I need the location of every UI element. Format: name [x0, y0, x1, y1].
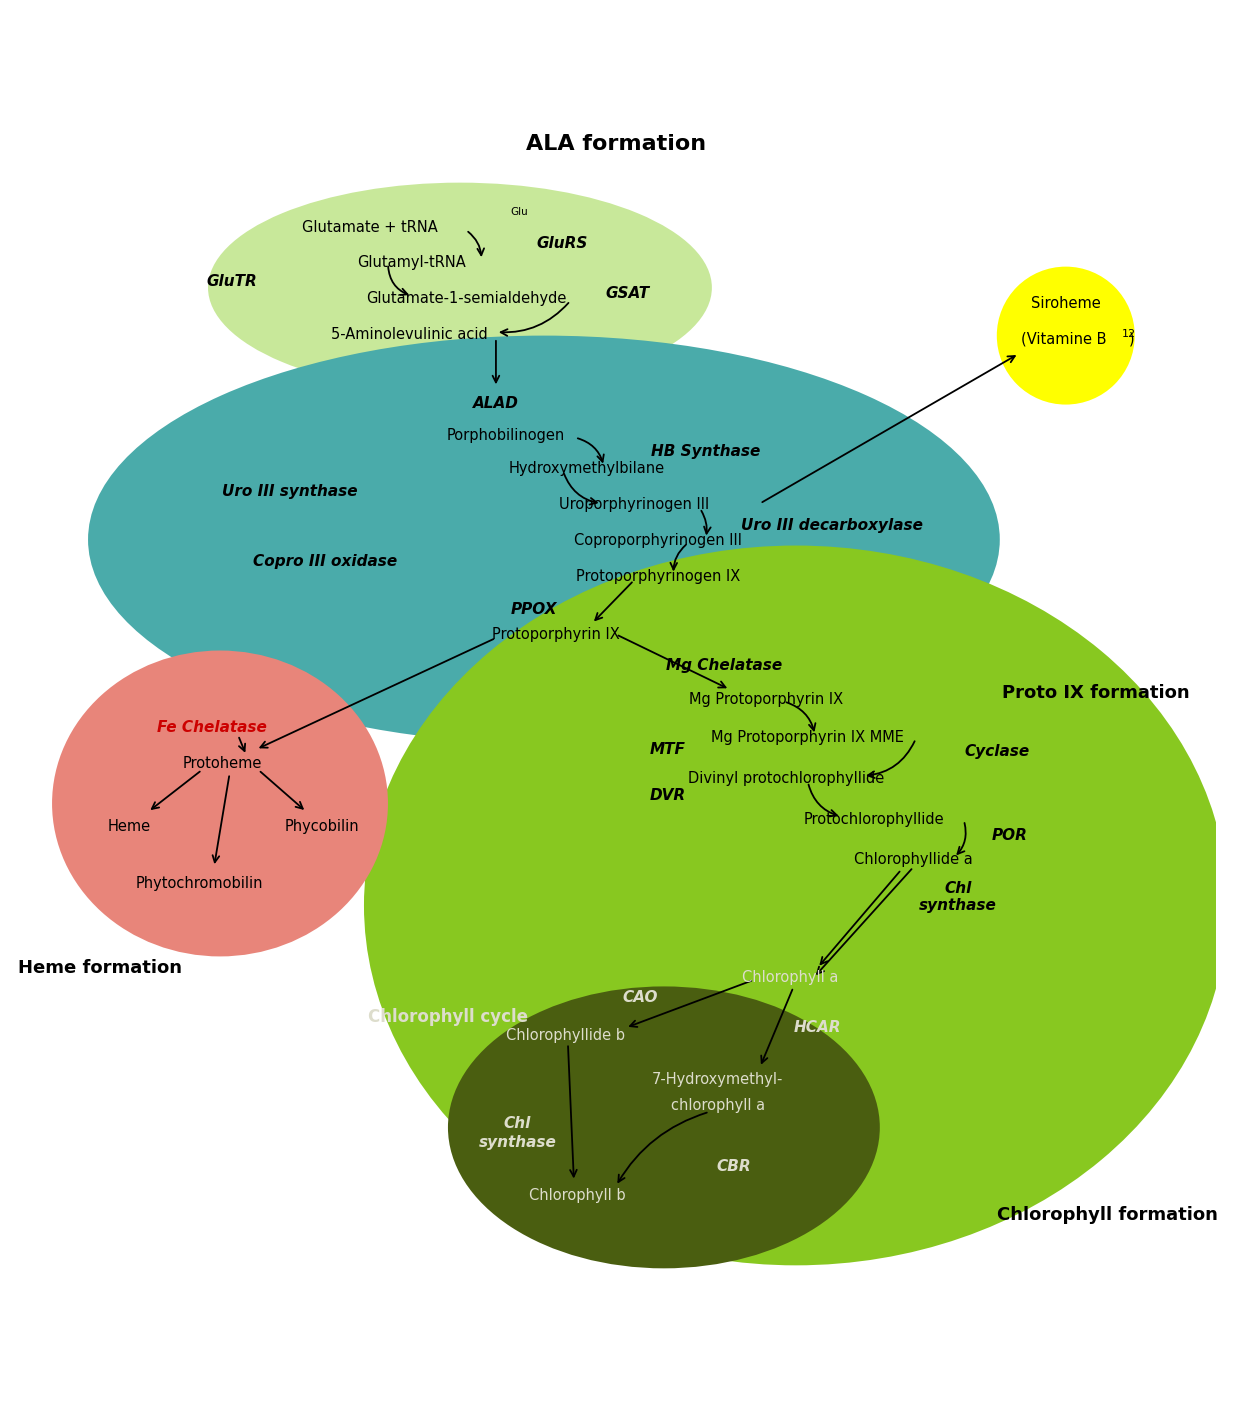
Text: CAO: CAO [622, 991, 658, 1006]
Text: Uro III synthase: Uro III synthase [222, 484, 357, 499]
Ellipse shape [364, 546, 1227, 1266]
Text: Hydroxymethylbilane: Hydroxymethylbilane [509, 462, 665, 476]
Text: Mg Protoporphyrin IX MME: Mg Protoporphyrin IX MME [711, 730, 905, 745]
Text: Uroporphyrinogen III: Uroporphyrinogen III [558, 497, 709, 512]
Text: GluTR: GluTR [207, 274, 257, 289]
Ellipse shape [997, 267, 1134, 404]
Text: Porphobilinogen: Porphobilinogen [447, 428, 565, 443]
Text: Phytochromobilin: Phytochromobilin [135, 877, 263, 891]
Text: Phycobilin: Phycobilin [284, 819, 360, 833]
Text: Protoporphyrinogen IX: Protoporphyrinogen IX [576, 570, 740, 584]
Text: Glutamyl-tRNA: Glutamyl-tRNA [357, 255, 467, 269]
Text: GSAT: GSAT [606, 286, 650, 302]
Text: synthase: synthase [918, 898, 997, 913]
Text: Coproporphyrinogen III: Coproporphyrinogen III [573, 533, 742, 549]
Text: Chlorophyll cycle: Chlorophyll cycle [367, 1007, 527, 1026]
Text: Protochlorophyllide: Protochlorophyllide [803, 811, 944, 826]
Text: HCAR: HCAR [794, 1020, 841, 1035]
Text: Chl: Chl [504, 1117, 531, 1131]
Text: Chlorophyllide a: Chlorophyllide a [854, 853, 973, 867]
Text: Chlorophyll b: Chlorophyll b [529, 1188, 625, 1204]
Ellipse shape [448, 986, 880, 1268]
Text: Mg Chelatase: Mg Chelatase [665, 658, 782, 673]
Text: 12: 12 [1122, 330, 1137, 340]
Text: Siroheme: Siroheme [1031, 296, 1101, 310]
Ellipse shape [52, 651, 388, 957]
Text: synthase: synthase [479, 1135, 556, 1150]
Text: DVR: DVR [649, 787, 685, 803]
Text: ): ) [1129, 331, 1136, 347]
Text: Glutamate-1-semialdehyde: Glutamate-1-semialdehyde [366, 290, 566, 306]
Text: ALAD: ALAD [473, 397, 519, 411]
Text: Cyclase: Cyclase [964, 745, 1030, 759]
Text: Protoporphyrin IX: Protoporphyrin IX [491, 627, 619, 641]
Text: HB Synthase: HB Synthase [652, 445, 761, 459]
Text: Fe Chelatase: Fe Chelatase [156, 720, 267, 735]
Ellipse shape [88, 335, 1000, 744]
Text: PPOX: PPOX [511, 602, 557, 617]
Text: 7-Hydroxymethyl-: 7-Hydroxymethyl- [653, 1072, 783, 1087]
Text: Chlorophyll a: Chlorophyll a [742, 969, 838, 985]
Text: Glu: Glu [510, 206, 529, 217]
Text: Divinyl protochlorophyllide: Divinyl protochlorophyllide [688, 770, 885, 786]
Text: MTF: MTF [649, 742, 685, 758]
Text: Chl: Chl [944, 881, 972, 897]
Text: Mg Protoporphyrin IX: Mg Protoporphyrin IX [689, 692, 843, 707]
Text: 5-Aminolevulinic acid: 5-Aminolevulinic acid [331, 327, 488, 342]
Text: chlorophyll a: chlorophyll a [671, 1099, 764, 1114]
Text: Chlorophyll formation: Chlorophyll formation [998, 1207, 1219, 1223]
Text: Proto IX formation: Proto IX formation [1001, 685, 1190, 702]
Text: Protoheme: Protoheme [182, 756, 262, 772]
Text: Uro III decarboxylase: Uro III decarboxylase [741, 518, 923, 533]
Text: CBR: CBR [716, 1159, 751, 1174]
Text: Copro III oxidase: Copro III oxidase [253, 554, 397, 568]
Text: Heme formation: Heme formation [19, 958, 182, 976]
Text: GluRS: GluRS [536, 236, 587, 251]
Ellipse shape [208, 182, 712, 393]
Text: Glutamate + tRNA: Glutamate + tRNA [302, 220, 438, 236]
Text: POR: POR [992, 828, 1028, 843]
Text: (Vitamine B: (Vitamine B [1020, 331, 1106, 347]
Text: ALA formation: ALA formation [526, 133, 706, 154]
Text: Heme: Heme [107, 819, 150, 833]
Text: Chlorophyllide b: Chlorophyllide b [506, 1027, 625, 1042]
